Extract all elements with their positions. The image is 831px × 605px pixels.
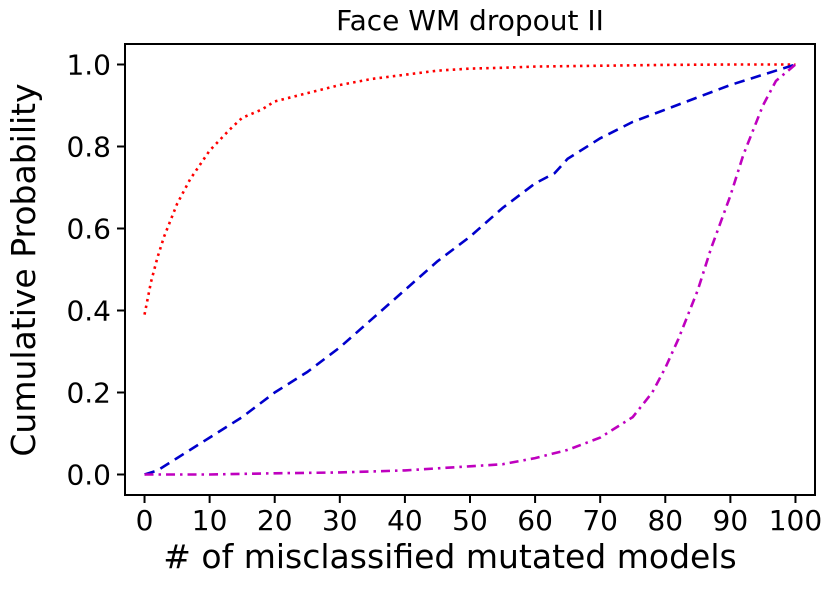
x-tick-label: 40 [387, 504, 423, 537]
x-tick-label: 10 [192, 504, 228, 537]
y-tick-label: 0.4 [66, 295, 111, 328]
y-axis-label: Cumulative Probability [4, 83, 43, 457]
series-red-dotted-cdf [143, 63, 796, 315]
x-tick-label: 90 [713, 504, 749, 537]
x-tick-label: 80 [647, 504, 683, 537]
chart-title: Face WM dropout II [336, 4, 604, 37]
x-tick-label: 30 [322, 504, 358, 537]
y-tick-label: 0.0 [66, 459, 111, 492]
x-tick-label: 100 [769, 504, 822, 537]
x-tick-label: 60 [517, 504, 553, 537]
x-tick-label: 20 [257, 504, 293, 537]
series-blue-dashed-cdf [144, 63, 796, 476]
plot-frame [124, 43, 816, 496]
x-tick-label: 50 [452, 504, 488, 537]
x-tick-label: 70 [582, 504, 618, 537]
series-magenta-dashdot-cdf [144, 63, 797, 476]
y-tick-label: 1.0 [66, 49, 111, 82]
x-tick-label: 0 [136, 504, 154, 537]
y-tick-label: 0.2 [66, 377, 111, 410]
x-axis-label: # of misclassified mutated models [163, 537, 737, 576]
y-tick-label: 0.6 [66, 213, 111, 246]
y-tick-label: 0.8 [66, 131, 111, 164]
